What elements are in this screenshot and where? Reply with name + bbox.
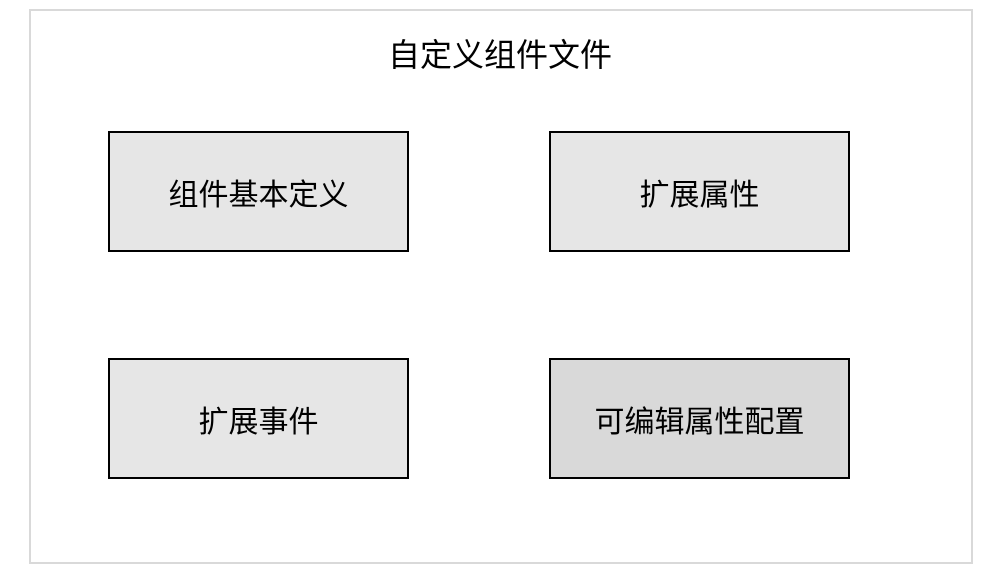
diagram-title: 自定义组件文件 xyxy=(0,30,1000,76)
box-basic-definition: 组件基本定义 xyxy=(108,131,409,252)
box-extended-events: 扩展事件 xyxy=(108,358,409,479)
box-editable-config: 可编辑属性配置 xyxy=(549,358,850,479)
box-extended-properties: 扩展属性 xyxy=(549,131,850,252)
outer-frame xyxy=(29,9,973,564)
